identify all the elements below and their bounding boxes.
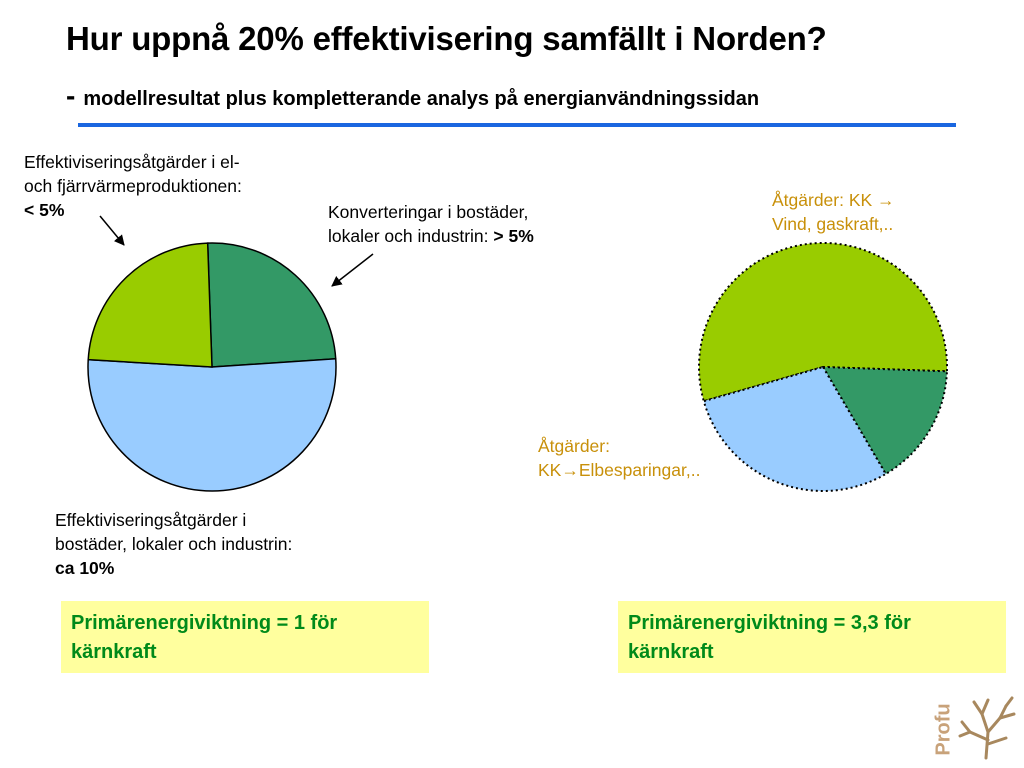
label-production-line1: Effektiviseringsåtgärder i el- (24, 152, 240, 172)
pie-right-slice-2 (821, 365, 948, 476)
label-kk-wind-line1: Åtgärder: KK → (772, 190, 895, 210)
subtitle-text: modellresultat plus kompletterande analy… (83, 88, 760, 110)
pie-chart-left (87, 242, 337, 492)
pie-right-slice-3 (702, 365, 888, 492)
label-production-efficiency: Effektiviseringsåtgärder i el- och fjärr… (24, 150, 242, 222)
pie-left-slice-1 (206, 242, 337, 368)
tree-icon (958, 696, 1016, 760)
label-production-line2: och fjärrvärmeproduktionen: (24, 176, 242, 196)
label-enduse-line1: Effektiviseringsåtgärder i (55, 510, 247, 530)
note-weighting-left: Primärenergiviktning = 1 för kärnkraft (61, 601, 429, 673)
label-kk-savings-line2: KK→Elbesparingar,.. (538, 460, 701, 480)
page-title: Hur uppnå 20% effektivisering samfällt i… (66, 20, 827, 57)
label-kk-to-wind: Åtgärder: KK → Vind, gaskraft,.. (772, 188, 895, 236)
label-conversions-value: > 5% (493, 226, 534, 246)
arrow-to-production-slice (99, 215, 125, 246)
label-conversions-line2: lokaler och industrin: (328, 226, 489, 246)
arrow-to-conversion-slice (331, 253, 374, 287)
label-enduse-efficiency: Effektiviseringsåtgärder i bostäder, lok… (55, 508, 292, 580)
label-kk-savings-line1: Åtgärder: (538, 436, 610, 456)
label-kk-to-savings: Åtgärder: KK→Elbesparingar,.. (538, 434, 700, 482)
page-subtitle: - modellresultat plus kompletterande anal… (66, 80, 759, 112)
pie-chart-right (698, 242, 948, 492)
label-production-value: < 5% (24, 200, 65, 220)
label-kk-wind-line2: Vind, gaskraft,.. (772, 214, 894, 234)
title-underline (78, 123, 956, 127)
pie-left-slice-2 (87, 357, 337, 492)
subtitle-dash: - (66, 80, 76, 111)
pie-right-slice-1 (698, 242, 948, 403)
label-enduse-line2: bostäder, lokaler och industrin: (55, 534, 293, 554)
profu-logo: Profu (926, 692, 1020, 762)
note-weighting-right: Primärenergiviktning = 3,3 för kärnkraft (618, 601, 1006, 673)
label-conversions: Konverteringar i bostäder, lokaler och i… (328, 200, 534, 248)
label-conversions-line1: Konverteringar i bostäder, (328, 202, 529, 222)
pie-left-slice-3 (87, 242, 213, 368)
label-enduse-value: ca 10% (55, 558, 115, 578)
